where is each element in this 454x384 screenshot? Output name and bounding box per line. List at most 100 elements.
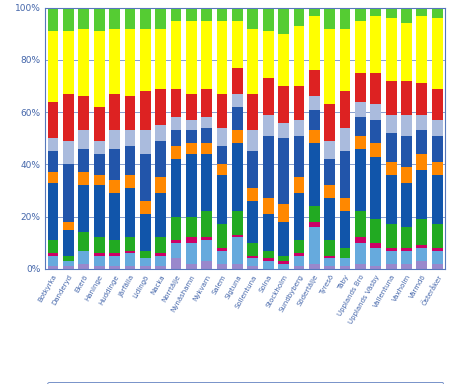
Bar [186,120,197,131]
Bar [278,261,289,263]
Bar [155,8,166,28]
Bar [370,15,381,73]
Bar [370,248,381,266]
Bar [432,8,443,18]
Bar [278,263,289,269]
Bar [232,131,243,144]
Bar [263,78,274,115]
Bar [324,266,335,269]
Bar [79,28,89,96]
Bar [48,102,59,138]
Bar [124,188,135,237]
Bar [370,73,381,104]
Bar [263,258,274,261]
Bar [79,8,89,28]
Bar [140,266,151,269]
Bar [63,222,74,230]
Bar [416,131,427,154]
Bar [109,253,120,256]
Bar [278,222,289,256]
Bar [155,193,166,237]
Bar [370,8,381,15]
Bar [247,8,258,28]
Bar [324,185,335,198]
Bar [79,263,89,269]
Bar [63,94,74,141]
Bar [401,167,412,183]
Bar [79,172,89,185]
Bar [401,227,412,248]
Bar [294,193,304,240]
Bar [217,263,227,269]
Bar [232,68,243,94]
Bar [171,21,182,89]
Bar [217,146,227,164]
Bar [309,227,320,263]
Bar [140,214,151,250]
Bar [386,175,396,224]
Bar [370,144,381,157]
Bar [202,211,212,237]
Bar [247,266,258,269]
Bar [186,217,197,237]
Bar [124,131,135,146]
Bar [79,185,89,232]
Bar [232,235,243,237]
Bar [386,248,396,250]
Bar [94,185,104,237]
Bar [401,136,412,167]
Bar [416,261,427,269]
Bar [263,198,274,214]
Bar [324,240,335,256]
Bar [232,144,243,211]
Bar [263,8,274,31]
Bar [109,240,120,253]
Bar [432,162,443,175]
Bar [340,28,350,91]
Bar [386,8,396,18]
Bar [48,240,59,253]
Bar [324,258,335,266]
Bar [247,256,258,258]
Bar [63,141,74,164]
Bar [94,8,104,31]
Bar [370,120,381,144]
Bar [202,261,212,269]
Bar [48,253,59,256]
Bar [416,154,427,170]
Bar [63,261,74,266]
Bar [124,146,135,175]
Bar [140,28,151,91]
Bar [386,81,396,115]
Bar [247,258,258,266]
Bar [171,258,182,269]
Bar [109,180,120,193]
Bar [140,131,151,154]
Bar [232,237,243,263]
Bar [401,263,412,269]
Bar [294,240,304,253]
Bar [171,217,182,240]
Bar [340,8,350,28]
Bar [386,133,396,162]
Bar [355,237,366,243]
Bar [355,263,366,269]
Bar [186,8,197,21]
Bar [124,96,135,131]
Bar [294,120,304,136]
Bar [263,261,274,269]
Bar [109,131,120,149]
Bar [247,188,258,201]
Bar [155,253,166,256]
Bar [340,266,350,269]
Bar [63,164,74,222]
Bar [171,131,182,146]
Bar [186,154,197,217]
Bar [416,83,427,115]
Bar [186,144,197,154]
Bar [278,138,289,204]
Bar [202,128,212,144]
Bar [140,91,151,131]
Bar [355,8,366,21]
Bar [340,258,350,266]
